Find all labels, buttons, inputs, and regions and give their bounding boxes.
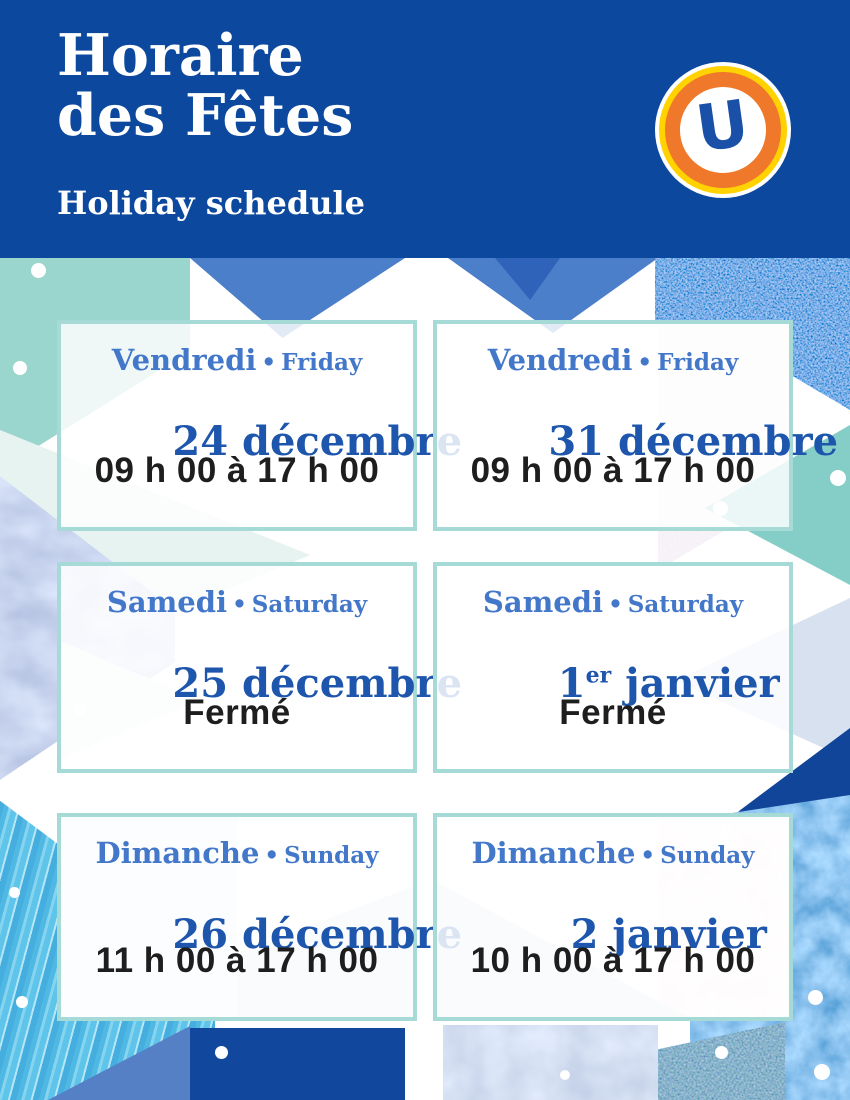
day-french: Vendredi — [111, 343, 257, 377]
logo-letter-u: U — [691, 86, 754, 168]
date-text: 24 décembre — [172, 418, 463, 465]
date-text: 25 décembre — [172, 660, 463, 707]
bullet-separator: • — [232, 591, 247, 618]
day-french: Samedi — [482, 585, 604, 619]
day-line: Dimanche • Sunday — [437, 836, 789, 870]
day-french: Dimanche — [471, 836, 636, 870]
bg-navy-rect-bottom — [190, 1028, 405, 1100]
confetti-dot — [16, 996, 28, 1008]
bullet-separator: • — [264, 842, 280, 869]
subtitle-en: Holiday schedule — [57, 184, 366, 222]
schedule-card-dec31: Vendredi • Friday 31 décembre 09 h 00 à 17… — [433, 320, 838, 531]
date-line: 2 janvier — [437, 869, 789, 1001]
date-text: 26 décembre — [172, 911, 463, 958]
schedule-card-dec24: Vendredi • Friday 24 décembre 09 h 00 à 17… — [57, 320, 462, 531]
date-text: 2 janvier — [570, 911, 767, 958]
hours-text: 10 h 00 à 17 h 00 — [470, 941, 756, 980]
hours-text: 09 h 00 à 17 h 00 — [470, 451, 756, 490]
hours-text: 09 h 00 à 17 h 00 — [94, 451, 380, 490]
confetti-dot — [830, 470, 846, 486]
bullet-separator: • — [637, 349, 653, 376]
date-line: 26 décembre — [61, 869, 462, 1001]
date-text: 1 — [557, 660, 586, 707]
closed-text: Fermé — [183, 693, 291, 732]
day-english: Friday — [657, 349, 739, 376]
day-line: Vendredi • Friday — [437, 343, 789, 377]
day-line: Samedi • Saturday — [437, 585, 789, 619]
bullet-separator: • — [261, 349, 277, 376]
bullet-separator: • — [640, 842, 656, 869]
schedule-card-jan1: Samedi • Saturday 1er janvier Fermé — [433, 562, 793, 773]
day-english: Saturday — [627, 591, 744, 618]
day-english: Sunday — [660, 842, 755, 869]
date-ordinal: er — [585, 662, 612, 689]
hours-text: 11 h 00 à 17 h 00 — [95, 941, 379, 980]
schedule-card-dec26: Dimanche • Sunday 26 décembre 11 h 00 à 17… — [57, 813, 462, 1021]
day-line: Dimanche • Sunday — [61, 836, 413, 870]
date-line: 25 décembre — [61, 618, 462, 750]
confetti-dot — [814, 1064, 830, 1080]
date-line: 31 décembre — [437, 376, 838, 508]
brand-logo: U — [655, 62, 791, 198]
day-french: Samedi — [106, 585, 228, 619]
confetti-dot — [808, 990, 823, 1005]
bg-watercolor-texture-bottom-mid — [443, 1025, 658, 1100]
closed-text: Fermé — [559, 693, 667, 732]
bullet-separator: • — [608, 591, 623, 618]
date-line: 24 décembre — [61, 376, 462, 508]
confetti-dot — [31, 263, 46, 278]
schedule-card-jan2: Dimanche • Sunday 2 janvier 10 h 00 à 17 h… — [433, 813, 793, 1021]
day-english: Saturday — [251, 591, 368, 618]
date-text-rest: janvier — [611, 660, 780, 707]
title-line-fr-1: Horaire — [57, 22, 304, 89]
date-line: 1er janvier — [437, 618, 789, 750]
schedule-card-dec25: Samedi • Saturday 25 décembre Fermé — [57, 562, 462, 773]
day-line: Samedi • Saturday — [61, 585, 413, 619]
header: Horaire des Fêtes Holiday schedule U — [0, 0, 850, 258]
confetti-dot — [13, 361, 27, 375]
day-french: Vendredi — [487, 343, 633, 377]
page-title: Horaire des Fêtes — [57, 26, 353, 146]
date-text: 31 décembre — [548, 418, 839, 465]
title-line-fr-2: des Fêtes — [57, 81, 354, 149]
confetti-dot — [715, 1046, 728, 1059]
confetti-dot — [9, 887, 20, 898]
logo-inner-circle: U — [680, 87, 766, 173]
confetti-dot — [560, 1070, 570, 1080]
day-french: Dimanche — [95, 836, 260, 870]
day-english: Sunday — [284, 842, 379, 869]
day-english: Friday — [281, 349, 363, 376]
confetti-dot — [215, 1046, 228, 1059]
day-line: Vendredi • Friday — [61, 343, 413, 377]
